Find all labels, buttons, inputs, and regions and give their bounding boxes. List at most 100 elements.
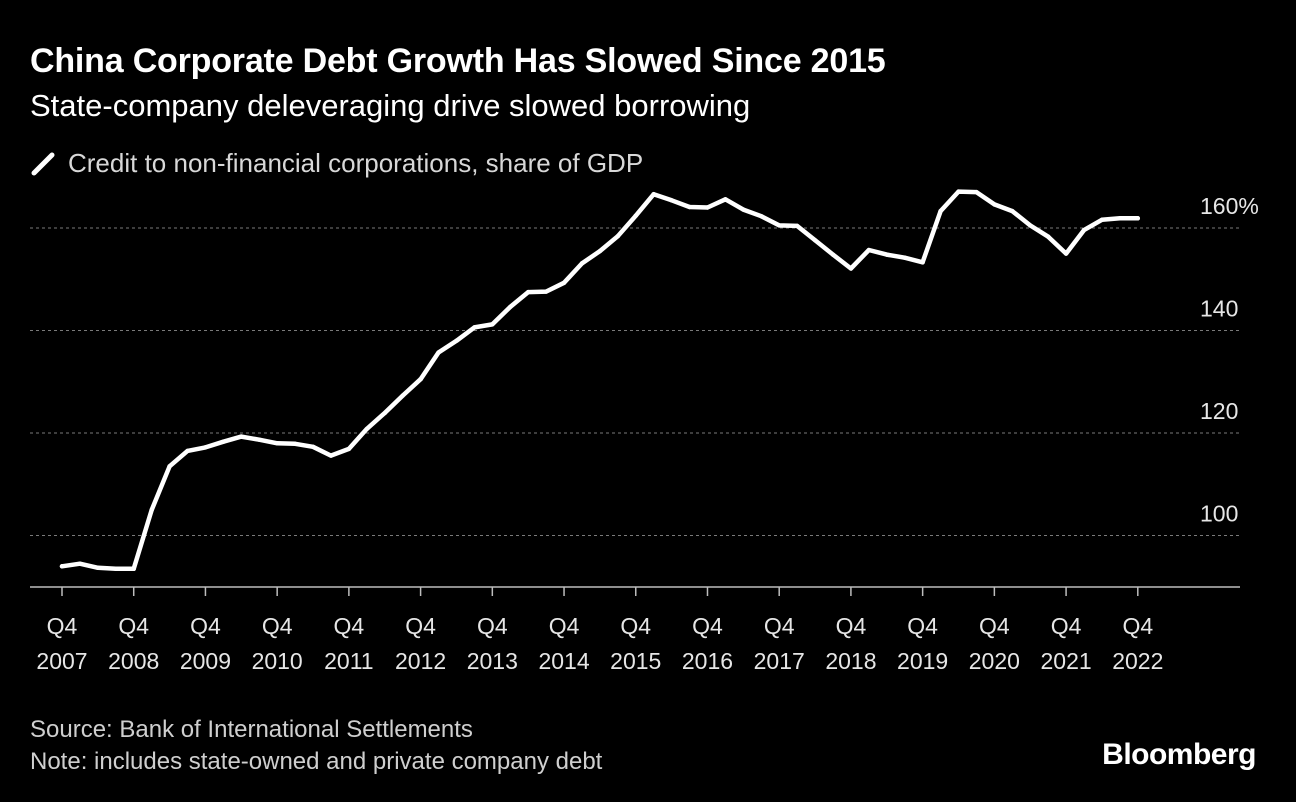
x-tick-quarter: Q4 [549,613,580,639]
x-tick-quarter: Q4 [334,613,365,639]
x-tick-quarter: Q4 [1122,613,1153,639]
data-point [454,338,459,343]
data-point [687,204,692,210]
data-point [902,255,907,260]
series-layer [59,189,1141,572]
data-point [310,444,316,450]
x-tick-quarter: Q4 [405,613,436,639]
data-point [472,325,477,330]
data-point [1135,216,1141,221]
data-point [364,426,370,432]
legend: Credit to non-financial corporations, sh… [30,148,643,179]
x-tick-year: 2021 [1040,648,1091,674]
data-point [777,223,782,228]
data-point [436,350,441,355]
data-point [848,266,854,271]
x-tick-year: 2018 [825,648,876,674]
data-point [185,448,190,454]
data-point [95,565,101,570]
data-point [920,260,925,265]
data-point [77,561,83,566]
y-tick-label: 140 [1200,296,1238,322]
data-point [221,439,226,444]
x-tick-quarter: Q4 [262,613,293,639]
bloomberg-logo: Bloomberg [1102,738,1256,771]
x-tick-quarter: Q4 [477,613,508,639]
data-point [490,322,495,327]
data-point [257,437,262,442]
chart-subtitle: State-company deleveraging drive slowed … [30,88,751,123]
data-point [651,191,656,197]
x-axis [30,586,1240,596]
data-point [794,223,800,229]
y-tick-label: 100 [1200,501,1238,527]
data-point [274,441,280,446]
data-point [418,376,423,382]
x-tick-quarter: Q4 [47,613,78,639]
x-tick-year: 2007 [36,648,87,674]
data-point [239,434,244,439]
data-point [759,214,764,219]
y-tick-label: 160% [1200,193,1259,219]
x-tick-year: 2009 [180,648,231,674]
data-point [974,189,979,195]
data-point [508,304,513,310]
y-tick-label: 120 [1200,398,1238,424]
footnote: Note: includes state-owned and private c… [30,748,603,775]
x-tick-year: 2020 [969,648,1020,674]
data-point [1028,223,1033,228]
data-point [669,198,674,203]
data-point [203,445,208,450]
x-tick-year: 2019 [897,648,948,674]
x-tick-quarter: Q4 [836,613,867,639]
x-tick-year: 2011 [324,648,373,674]
data-point [633,213,638,218]
x-tick-quarter: Q4 [764,613,795,639]
x-tick-quarter: Q4 [692,613,723,639]
data-point [328,453,334,458]
x-tick-year: 2012 [395,648,446,674]
x-tick-year: 2022 [1112,648,1163,674]
x-tick-quarter: Q4 [620,613,651,639]
legend-label: Credit to non-financial corporations, sh… [68,148,644,178]
x-tick-year: 2008 [108,648,159,674]
data-point [543,289,549,294]
x-tick-quarter: Q4 [1051,613,1082,639]
data-point [812,238,818,243]
x-tick-year: 2014 [538,648,589,674]
x-tick-quarter: Q4 [907,613,938,639]
x-tick-year: 2010 [252,648,303,674]
x-tick-year: 2015 [610,648,661,674]
x-tick-quarter: Q4 [190,613,221,639]
chart-title: China Corporate Debt Growth Has Slowed S… [30,42,886,80]
data-point [561,280,567,286]
data-point [113,566,118,572]
x-axis-labels: Q4 2007 Q4 2008 Q4 2009 Q4 2010 Q4 2011 Q4 2012 Q4 20… [36,613,1163,674]
data-point [615,234,621,239]
data-point [292,441,298,446]
data-point [956,189,961,194]
data-point [149,507,154,513]
data-point [884,252,889,257]
x-tick-year: 2017 [754,648,805,674]
data-point [59,564,65,569]
gridlines [30,227,1240,536]
x-tick-quarter: Q4 [118,613,149,639]
data-point [1010,208,1015,214]
data-point [1099,217,1105,222]
data-point [400,393,405,398]
data-point [1045,234,1051,239]
x-tick-year: 2016 [682,648,733,674]
data-point [346,446,352,452]
data-point [382,410,387,416]
line-swatch-icon [31,152,55,175]
data-point [597,248,603,254]
x-tick-year: 2013 [467,648,518,674]
data-point [866,247,872,253]
data-point [1063,251,1069,256]
data-point [992,202,997,207]
data-point [830,252,836,257]
series-line-credit-to-gdp [59,189,1141,572]
data-point [741,207,746,212]
